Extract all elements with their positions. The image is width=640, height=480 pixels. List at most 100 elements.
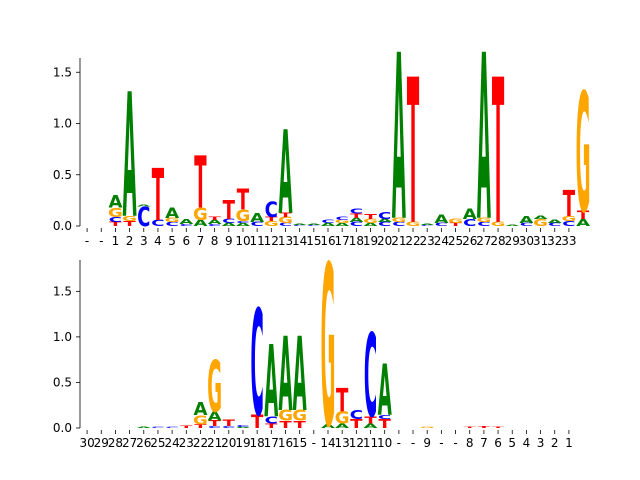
- logo-letter-C: C: [151, 219, 164, 229]
- y-tick-label: 1.0: [53, 117, 72, 131]
- x-tick-label: 24: [164, 436, 179, 450]
- logo-letter-T: T: [251, 412, 264, 433]
- x-tick-label: 5: [168, 234, 176, 248]
- x-tick-label: 1: [112, 234, 120, 248]
- logo-letter-T: T: [109, 221, 122, 227]
- logo-letter-G: G: [278, 406, 293, 424]
- x-tick-label: 12: [264, 234, 279, 248]
- logo-letter-C: C: [520, 222, 533, 227]
- x-tick-label: 4: [154, 234, 162, 248]
- logo-letter-T: T: [563, 183, 576, 225]
- x-tick-label: 13: [335, 436, 350, 450]
- x-tick-label: 25: [150, 436, 165, 450]
- logo-letter-A: A: [293, 317, 307, 435]
- logo-letter-A: A: [222, 222, 237, 227]
- y-tick-label: 0.5: [53, 375, 72, 389]
- logo-letter-T: T: [478, 426, 491, 429]
- y-tick-label: 0.0: [53, 421, 72, 435]
- x-tick-label: 19: [363, 234, 378, 248]
- logo-letter-A: A: [321, 424, 336, 430]
- logo-letter-A: A: [236, 427, 250, 428]
- logo-letter-C: C: [165, 427, 178, 428]
- logo-letter-C: C: [208, 224, 221, 227]
- logo-letter-T: T: [336, 383, 349, 420]
- x-tick-label: -: [85, 234, 89, 248]
- logo-letter-G: G: [278, 216, 293, 226]
- x-tick-label: 21: [207, 436, 222, 450]
- logo-letter-G: G: [335, 219, 350, 224]
- logo-letter-T: T: [208, 216, 220, 221]
- logo-letter-G: G: [420, 427, 435, 428]
- x-tick-label: 16: [278, 436, 293, 450]
- x-tick-label: 26: [462, 234, 477, 248]
- logo-letter-T: T: [194, 143, 207, 225]
- logo-letter-A: A: [293, 224, 307, 226]
- x-tick-label: 3: [537, 436, 545, 450]
- logo-letter-G: G: [561, 215, 576, 223]
- logo-letter-C: C: [236, 425, 249, 428]
- x-tick-label: 27: [476, 234, 491, 248]
- x-tick-label: 2: [551, 436, 559, 450]
- x-tick-label: 32: [547, 234, 562, 248]
- logo-letter-G: G: [236, 206, 251, 225]
- logo-letter-A: A: [505, 225, 519, 227]
- x-tick-label: 13: [278, 234, 293, 248]
- x-tick-label: 20: [221, 436, 236, 450]
- x-tick-label: 9: [423, 436, 431, 450]
- logo-letter-C: C: [477, 221, 490, 227]
- x-tick-label: 4: [523, 436, 531, 450]
- x-tick-label: 21: [391, 234, 406, 248]
- logo-letter-A: A: [278, 108, 292, 241]
- logo-letter-C: C: [421, 225, 434, 227]
- logo-letter-A: A: [392, 8, 406, 273]
- x-tick-label: 8: [466, 436, 474, 450]
- logo-letter-A: A: [434, 212, 448, 226]
- logo-letter-T: T: [364, 414, 376, 426]
- x-tick-label: 23: [179, 436, 194, 450]
- x-tick-label: -: [397, 436, 401, 450]
- logo-letter-A: A: [378, 218, 393, 223]
- logo-letter-T: T: [577, 208, 590, 222]
- x-tick-label: 6: [494, 436, 502, 450]
- x-tick-label: -: [411, 436, 415, 450]
- logo-letter-G: G: [207, 347, 222, 429]
- y-tick-label: 1.5: [53, 65, 72, 79]
- logo-letter-C: C: [222, 426, 235, 429]
- logo-letter-C: C: [364, 311, 377, 444]
- x-tick-label: 17: [335, 234, 350, 248]
- logo-letter-A: A: [335, 222, 350, 227]
- logo-letter-A: A: [548, 219, 563, 224]
- logo-letter-C: C: [151, 427, 164, 428]
- logo-letter-G: G: [406, 221, 421, 227]
- logo-panel-2: 0.00.51.01.53029282726252423222120191817…: [53, 220, 573, 478]
- x-tick-label: 14: [320, 436, 335, 450]
- x-tick-label: 10: [235, 234, 250, 248]
- logo-letter-T: T: [180, 425, 192, 429]
- logo-letter-C: C: [378, 210, 391, 222]
- x-tick-label: 2: [126, 234, 134, 248]
- logo-letter-A: A: [378, 351, 392, 433]
- logo-letter-G: G: [533, 217, 548, 229]
- logo-letter-A: A: [519, 214, 534, 226]
- x-tick-label: 26: [136, 436, 151, 450]
- logo-letter-A: A: [236, 222, 251, 227]
- x-tick-label: 29: [505, 234, 520, 248]
- logo-letter-C: C: [180, 224, 193, 227]
- logo-letter-G: G: [448, 218, 463, 224]
- x-tick-label: 27: [122, 436, 137, 450]
- logo-letter-G: G: [476, 217, 491, 223]
- logo-letter-C: C: [350, 207, 363, 215]
- logo-letter-T: T: [350, 213, 363, 219]
- logo-letter-T: T: [208, 420, 221, 429]
- logo-letter-A: A: [108, 193, 122, 212]
- logo-letter-C: C: [350, 408, 363, 423]
- logo-letter-C: C: [109, 216, 122, 224]
- x-tick-label: 11: [363, 436, 378, 450]
- x-tick-label: 7: [480, 436, 488, 450]
- y-tick-label: 1.0: [53, 330, 72, 344]
- x-tick-label: -: [99, 234, 103, 248]
- logo-letter-T: T: [152, 155, 165, 237]
- x-tick-label: 19: [235, 436, 250, 450]
- logo-letter-C: C: [279, 222, 292, 227]
- logo-letter-C: C: [350, 221, 363, 227]
